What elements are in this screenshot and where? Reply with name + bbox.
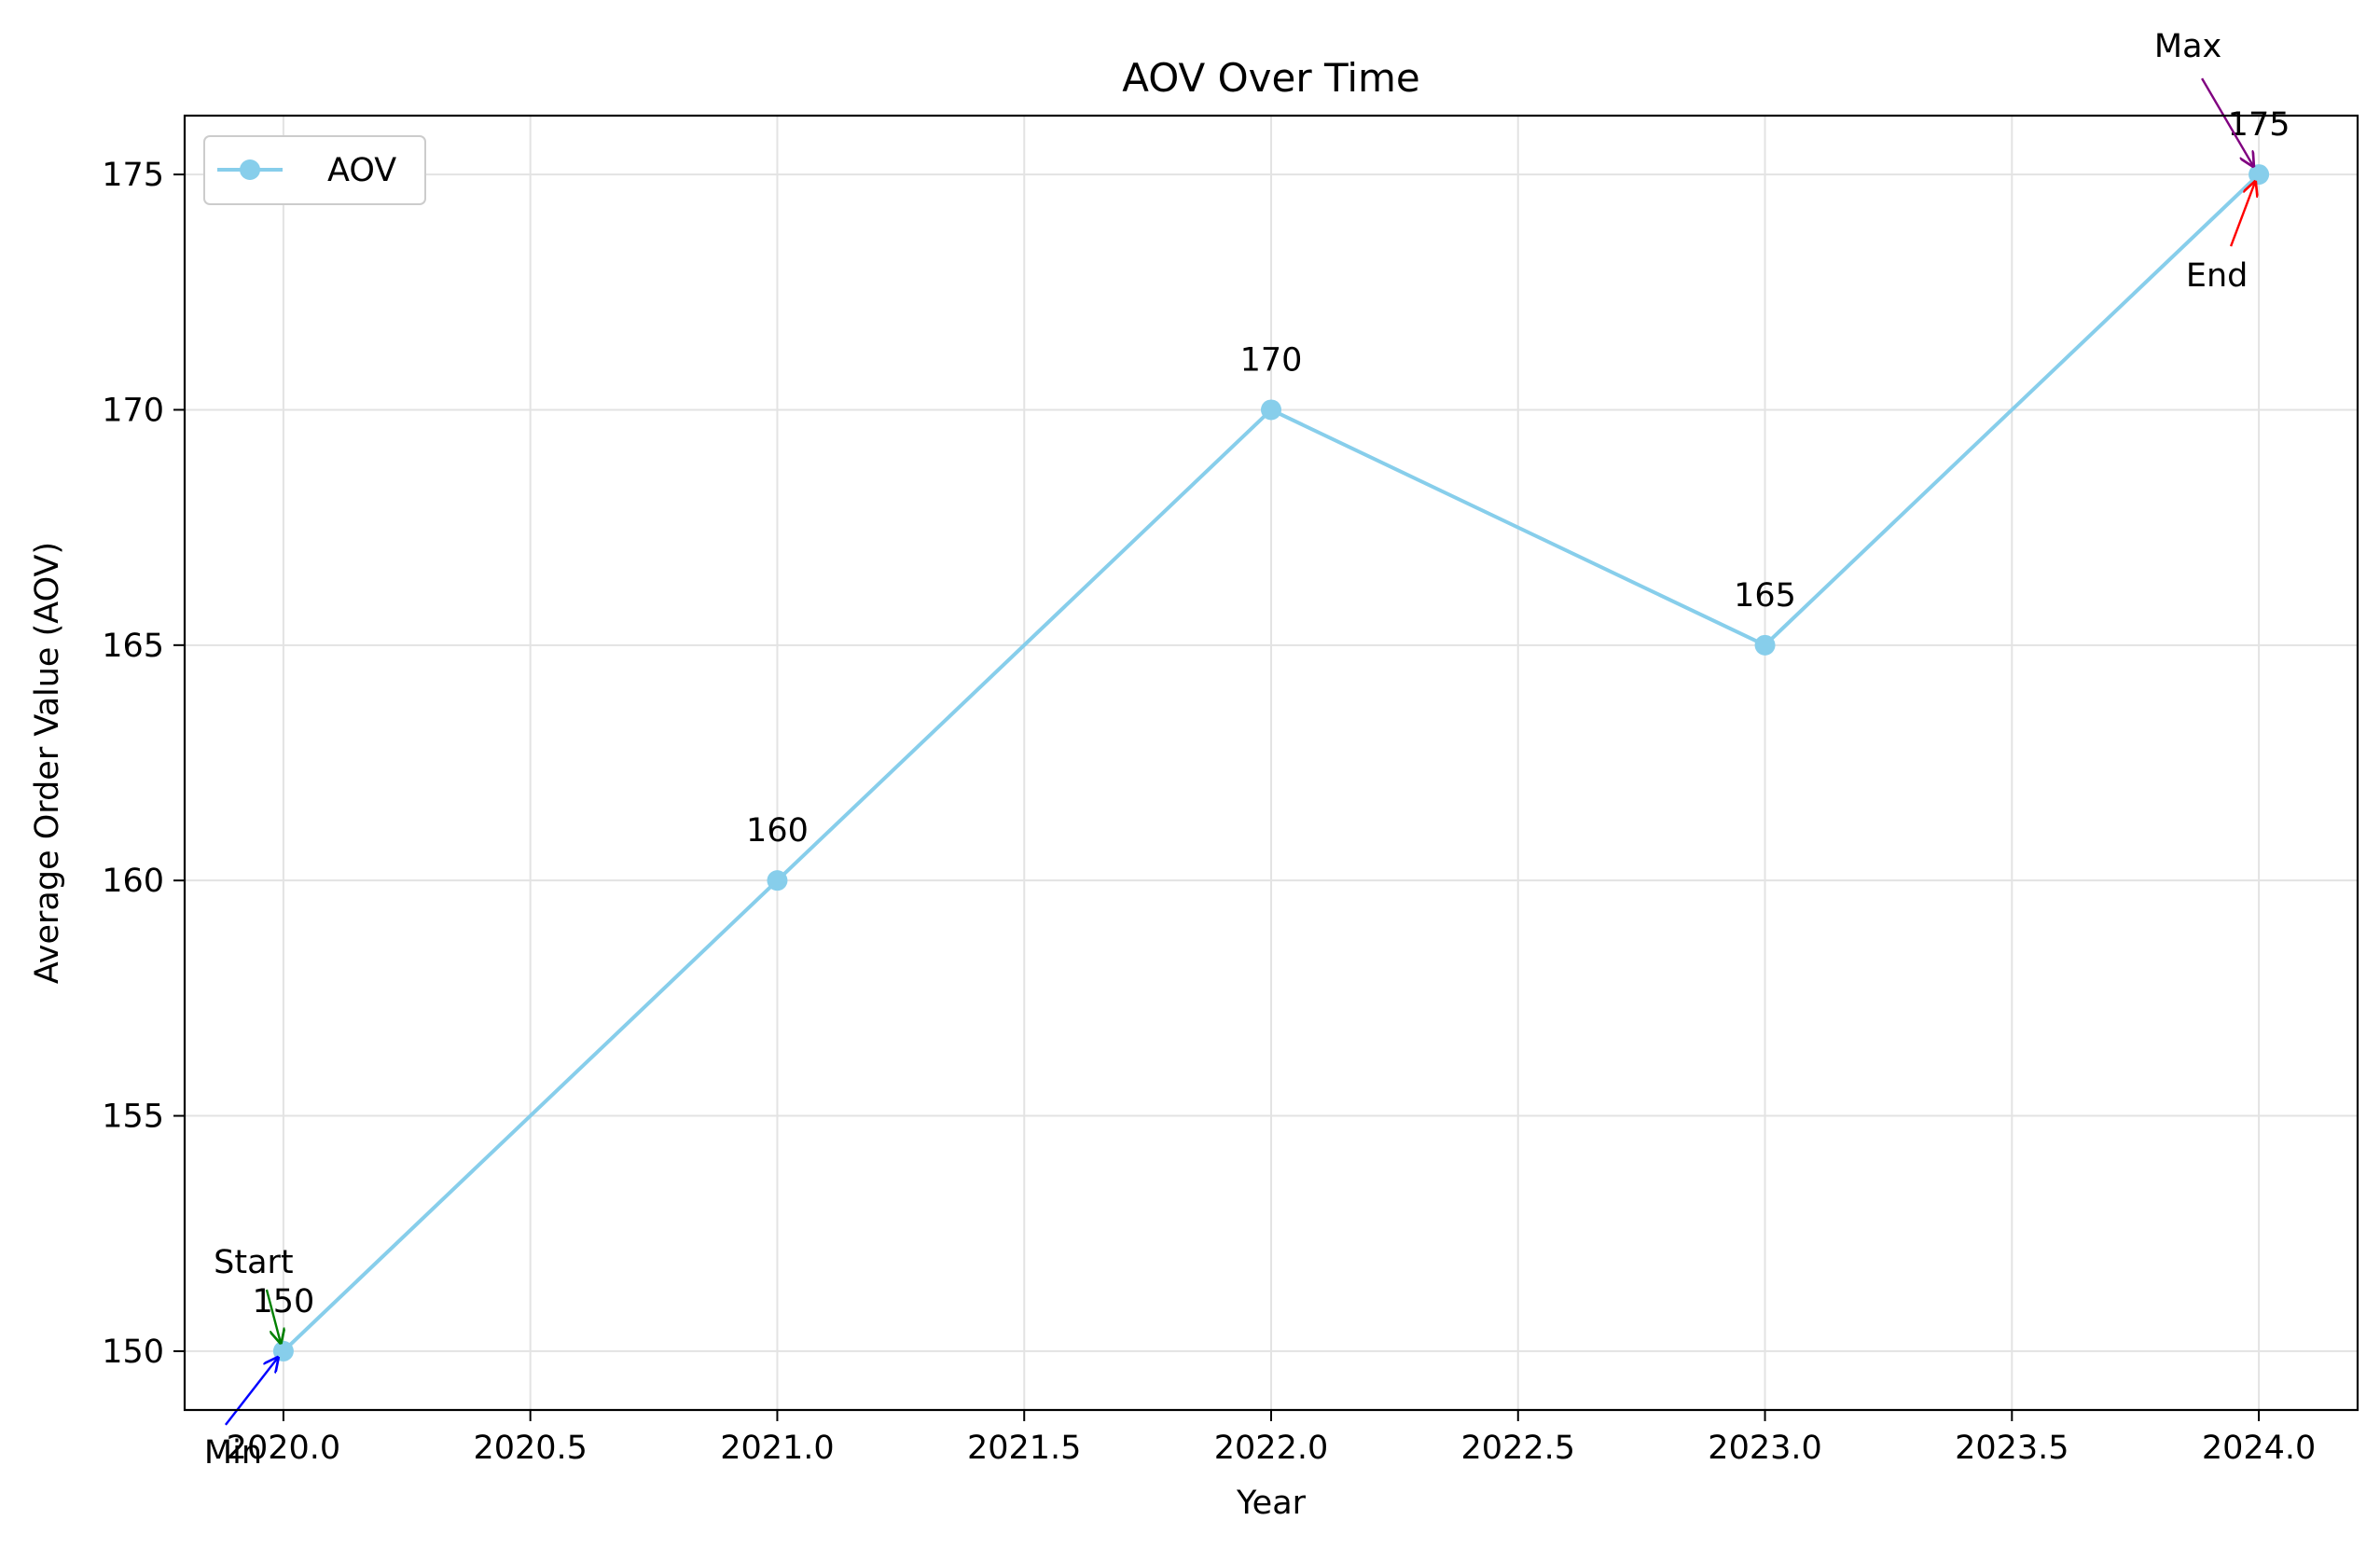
y-tick-label: 175 xyxy=(102,157,164,194)
annotation-arrow xyxy=(224,1358,278,1426)
data-point-marker xyxy=(1261,399,1281,421)
data-point-marker xyxy=(1754,634,1776,656)
x-tick-label: 2020.5 xyxy=(473,1430,587,1467)
x-tick-label: 2021.0 xyxy=(720,1430,834,1467)
annotation-label: End xyxy=(2186,257,2249,295)
x-tick-label: 2023.5 xyxy=(1955,1430,2069,1467)
y-tick-label: 165 xyxy=(102,628,164,665)
annotation-label: Max xyxy=(2154,28,2221,65)
y-tick-label: 150 xyxy=(102,1334,164,1371)
x-axis-label: Year xyxy=(1236,1485,1307,1522)
x-axis-ticks: 2020.0 2020.5 2021.0 2021.5 2022.0 2022.5 2023… xyxy=(227,1410,2316,1467)
annotation-arrow xyxy=(2201,77,2253,166)
data-point-label: 165 xyxy=(1734,577,1796,615)
x-tick-label: 2024.0 xyxy=(2202,1430,2316,1467)
annotations: Start End Max Min xyxy=(204,28,2255,1472)
x-tick-label: 2023.0 xyxy=(1708,1430,1821,1467)
data-point-label: 160 xyxy=(746,812,809,850)
point-labels: 150 160 170 165 175 xyxy=(253,106,2290,1320)
grid-lines xyxy=(185,116,2358,1410)
annotation-label: Start xyxy=(214,1244,294,1281)
y-axis-ticks: 150 155 160 165 170 175 xyxy=(102,157,185,1371)
y-tick-label: 160 xyxy=(102,863,164,900)
chart-title: AOV Over Time xyxy=(1122,55,1420,101)
legend-marker-swatch xyxy=(240,159,260,180)
data-point-label: 150 xyxy=(253,1283,315,1320)
legend-box xyxy=(203,135,426,205)
legend: AOV xyxy=(203,135,426,205)
x-tick-label: 2022.0 xyxy=(1214,1430,1328,1467)
x-tick-label: 2021.5 xyxy=(967,1430,1081,1467)
y-axis-label: Average Order Value (AOV) xyxy=(29,542,66,984)
data-point-label: 175 xyxy=(2228,106,2290,144)
legend-entry-aov: AOV xyxy=(327,152,396,189)
data-point-marker xyxy=(767,870,788,892)
y-tick-label: 170 xyxy=(102,392,164,429)
data-point-marker xyxy=(2249,164,2270,186)
x-tick-label: 2022.5 xyxy=(1461,1430,1575,1467)
data-point-label: 170 xyxy=(1240,341,1303,379)
y-tick-label: 155 xyxy=(102,1099,164,1136)
x-tick-label: 2020.0 xyxy=(227,1430,340,1467)
annotation-label: Min xyxy=(204,1434,262,1472)
annotation-arrow xyxy=(265,1289,281,1343)
annotation-arrow xyxy=(2229,182,2255,247)
